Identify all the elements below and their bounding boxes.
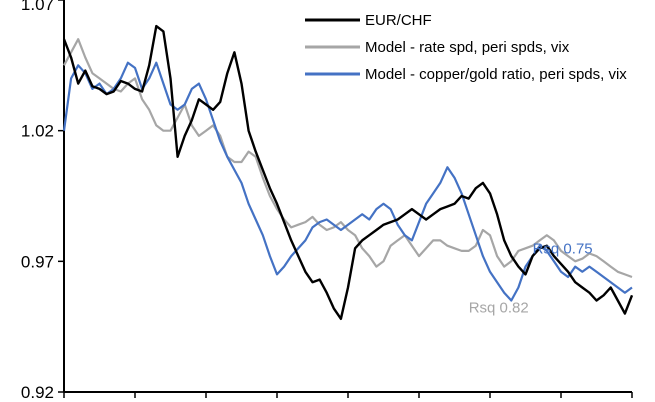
legend-label-0: EUR/CHF: [365, 12, 432, 29]
y-tick-label: 0.92: [21, 383, 54, 402]
annotation-1: Rsq 0.82: [469, 299, 529, 316]
series-lines: [62, 24, 634, 320]
series-line-0: [62, 24, 634, 320]
annotation-0: Rsq 0.75: [533, 240, 593, 257]
legend-label-2: Model - copper/gold ratio, peri spds, vi…: [365, 66, 627, 83]
annotations: Rsq 0.75 Rsq 0.82: [469, 240, 593, 316]
legend: EUR/CHF Model - rate spd, peri spds, vix M…: [305, 12, 627, 83]
series-line-2: [62, 61, 633, 302]
series-line-1: [63, 38, 633, 279]
y-tick-label: 1.07: [21, 0, 54, 14]
y-ticks: 0.92 0.97 1.02 1.07: [21, 0, 64, 402]
axes: [63, 0, 633, 398]
y-tick-label: 0.97: [21, 252, 54, 271]
legend-label-1: Model - rate spd, peri spds, vix: [365, 39, 570, 56]
y-tick-label: 1.02: [21, 122, 54, 141]
